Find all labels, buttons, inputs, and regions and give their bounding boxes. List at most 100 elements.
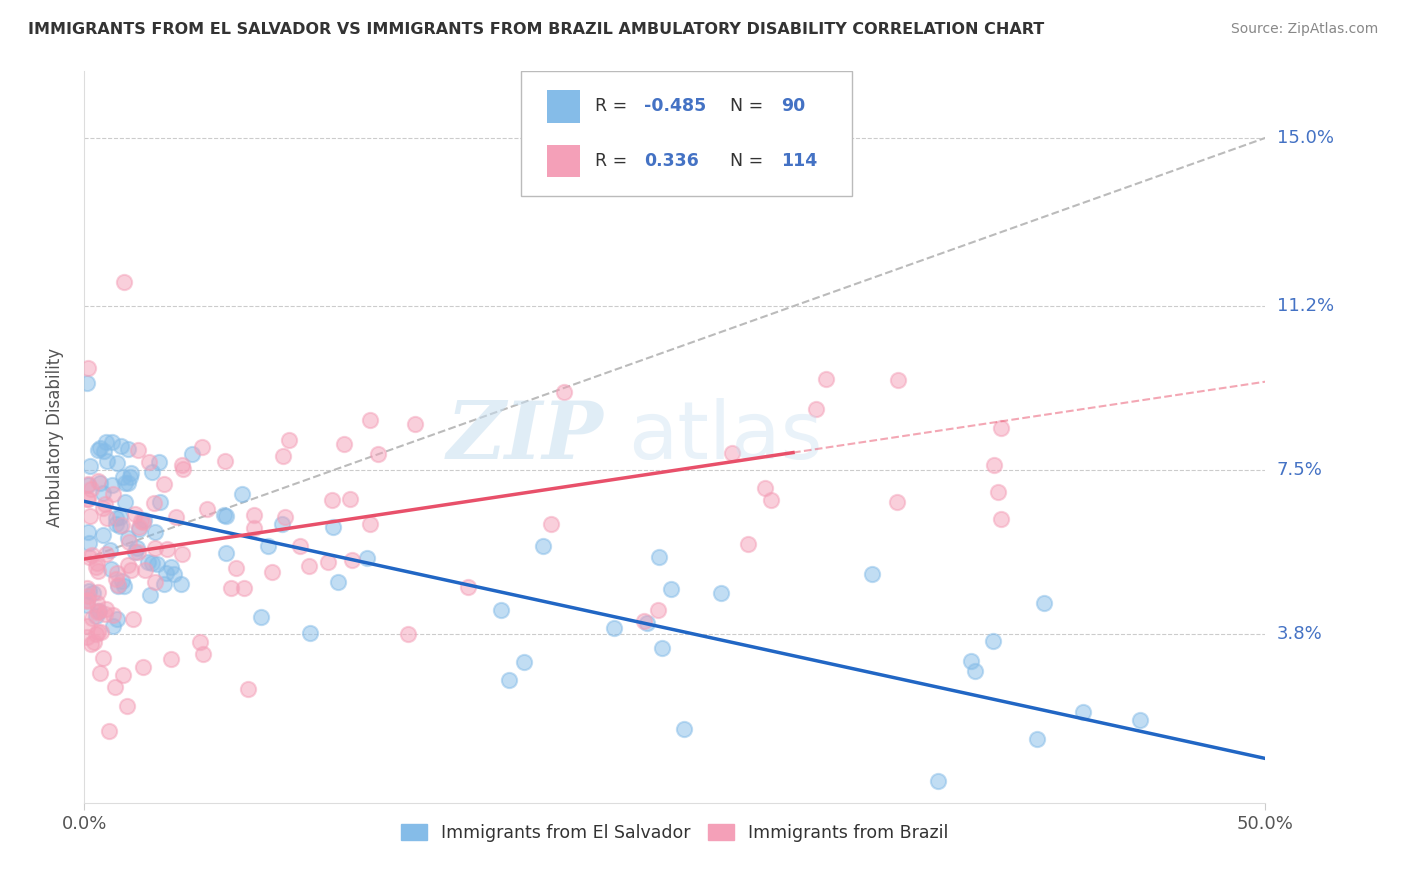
Point <box>77 549 100 564</box>
Point <box>127 442 149 457</box>
Point <box>356 550 378 565</box>
Point <box>82 586 104 600</box>
Point <box>129 514 152 528</box>
Point <box>163 567 186 582</box>
Point <box>271 516 294 531</box>
Point <box>80 637 103 651</box>
Point <box>101 487 124 501</box>
Point <box>114 495 136 509</box>
Point <box>93 486 115 500</box>
Text: IMMIGRANTS FROM EL SALVADOR VS IMMIGRANTS FROM BRAZIL AMBULATORY DISABILITY CORR: IMMIGRANTS FROM EL SALVADOR VS IMMIGRANT… <box>28 22 1045 37</box>
Point <box>76 594 98 608</box>
Text: N =: N = <box>730 152 769 170</box>
Point <box>101 619 124 633</box>
Text: 3.8%: 3.8% <box>1277 625 1322 643</box>
Point <box>172 462 194 476</box>
Point <box>79 458 101 473</box>
Point <box>250 610 273 624</box>
Point <box>86 556 108 570</box>
Point <box>143 495 166 509</box>
Point <box>87 443 110 458</box>
Point <box>76 619 98 633</box>
Point <box>80 548 103 562</box>
Point <box>298 558 321 573</box>
Point <box>257 539 280 553</box>
Point <box>159 559 181 574</box>
Point <box>77 536 100 550</box>
Point <box>271 449 294 463</box>
Point <box>108 519 131 533</box>
Point <box>86 596 108 610</box>
Point <box>215 546 238 560</box>
Point <box>761 493 783 508</box>
Text: 0.336: 0.336 <box>644 152 699 170</box>
Point <box>76 630 98 644</box>
Point <box>120 563 142 577</box>
Point <box>963 665 986 679</box>
Point <box>754 481 776 495</box>
Point <box>165 510 187 524</box>
Point <box>195 501 218 516</box>
Point <box>960 654 983 668</box>
Y-axis label: Ambulatory Disability: Ambulatory Disability <box>45 348 63 526</box>
Point <box>107 579 129 593</box>
Point <box>359 517 381 532</box>
Point <box>328 575 350 590</box>
Point <box>396 627 419 641</box>
Point <box>100 434 122 449</box>
Point <box>76 361 98 376</box>
Point <box>132 515 155 529</box>
Point <box>138 587 160 601</box>
Point <box>146 557 169 571</box>
Point <box>489 603 512 617</box>
Point <box>243 521 266 535</box>
Point <box>215 509 238 524</box>
Point <box>141 557 163 571</box>
Point <box>110 574 132 588</box>
Point <box>96 510 118 524</box>
Point <box>128 522 150 536</box>
Text: atlas: atlas <box>627 398 823 476</box>
Point <box>77 476 100 491</box>
Point <box>647 603 669 617</box>
Point <box>105 511 128 525</box>
Point <box>84 560 107 574</box>
Point <box>118 470 141 484</box>
Point <box>111 517 134 532</box>
Point <box>225 561 247 575</box>
Point <box>720 446 742 460</box>
Point <box>531 539 554 553</box>
Point <box>180 448 202 462</box>
Point <box>981 633 1004 648</box>
Point <box>212 508 235 522</box>
Text: 11.2%: 11.2% <box>1277 297 1334 315</box>
Point <box>298 626 321 640</box>
Point <box>143 574 166 589</box>
Point <box>636 615 658 630</box>
Point <box>108 509 131 524</box>
Point <box>633 614 655 628</box>
Point <box>104 680 127 694</box>
Point <box>232 581 254 595</box>
Point <box>191 647 214 661</box>
Point <box>540 517 562 532</box>
Point <box>149 494 172 508</box>
Point <box>673 722 696 736</box>
Point <box>141 466 163 480</box>
Point <box>76 376 98 390</box>
Point <box>886 495 908 509</box>
Point <box>214 454 236 468</box>
Text: 114: 114 <box>782 152 817 170</box>
Point <box>76 599 98 613</box>
Point <box>1129 713 1152 727</box>
Point <box>77 478 100 492</box>
Point <box>120 467 142 481</box>
Point <box>172 458 194 472</box>
Point <box>104 517 127 532</box>
Point <box>710 586 733 600</box>
Point <box>94 496 117 510</box>
Text: 15.0%: 15.0% <box>1277 128 1333 147</box>
Point <box>124 545 146 559</box>
Point <box>76 592 98 607</box>
Text: R =: R = <box>595 152 633 170</box>
